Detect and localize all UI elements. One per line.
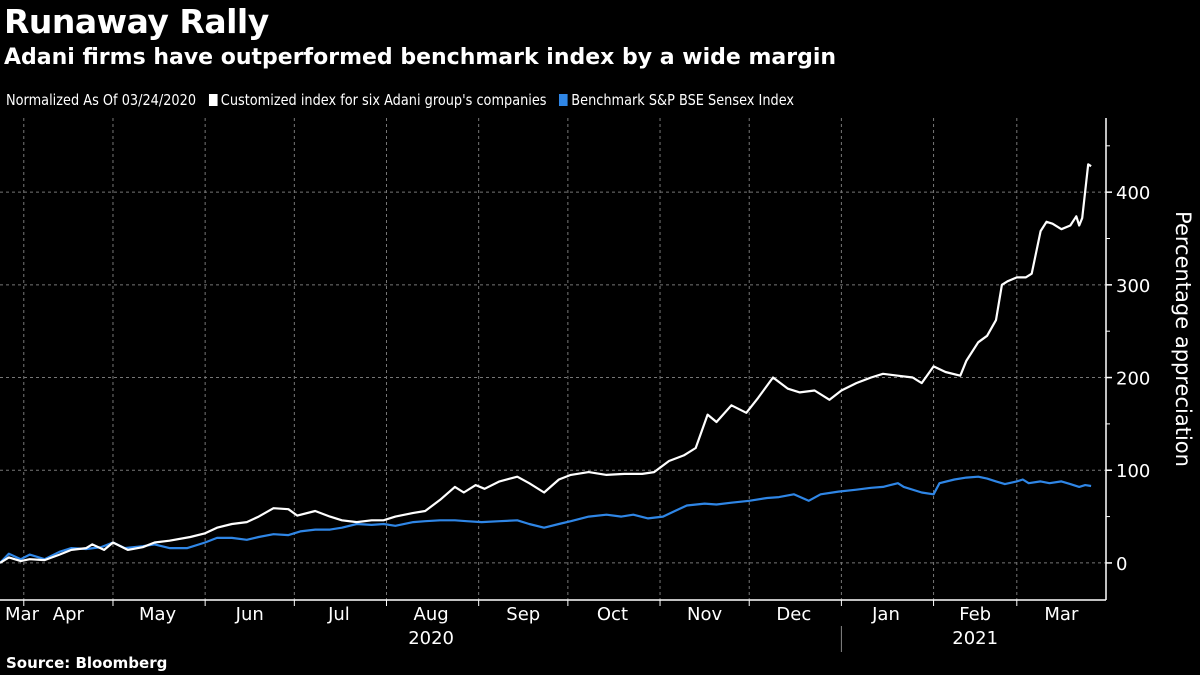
x-tick-label: Apr	[53, 604, 85, 625]
source-note: Source: Bloomberg	[6, 654, 168, 672]
x-tick-label: Mar	[5, 604, 40, 625]
y-tick-label: 100	[1116, 461, 1150, 482]
series-line-sensex	[0, 475, 1092, 564]
x-tick-label: Dec	[776, 604, 811, 625]
x-tick-label: Nov	[687, 604, 722, 625]
x-tick-label: Jun	[235, 604, 264, 625]
legend-note: Normalized As Of 03/24/2020	[6, 91, 197, 109]
x-tick-label: Aug	[414, 604, 449, 625]
y-tick-label: 300	[1116, 276, 1150, 297]
legend-item-adani: Customized index for six Adani group's c…	[208, 91, 547, 109]
y-axis-title: Percentage appreciation	[1171, 211, 1195, 467]
year-label: 2020	[408, 628, 454, 649]
y-tick-label: 200	[1116, 369, 1150, 390]
legend-item-sensex: Benchmark S&P BSE Sensex Index	[559, 91, 794, 109]
x-tick-label: Jan	[871, 604, 900, 625]
year-label: 2021	[952, 628, 998, 649]
x-tick-label: Mar	[1044, 604, 1079, 625]
x-tick-label: Sep	[506, 604, 540, 625]
chart-subtitle: Adani firms have outperformed benchmark …	[4, 45, 837, 70]
chart-title: Runaway Rally	[4, 2, 269, 41]
y-tick-label: 0	[1116, 554, 1127, 575]
x-tick-label: Oct	[597, 604, 628, 625]
x-tick-label: May	[139, 604, 177, 625]
x-tick-label: Feb	[959, 604, 991, 625]
series-line-adani	[0, 163, 1092, 564]
legend-swatch-adani	[208, 94, 218, 106]
y-tick-label: 400	[1116, 183, 1150, 204]
x-tick-label: Jul	[327, 604, 350, 625]
legend: Normalized As Of 03/24/2020 Customized i…	[6, 91, 803, 109]
legend-swatch-sensex	[559, 94, 568, 106]
